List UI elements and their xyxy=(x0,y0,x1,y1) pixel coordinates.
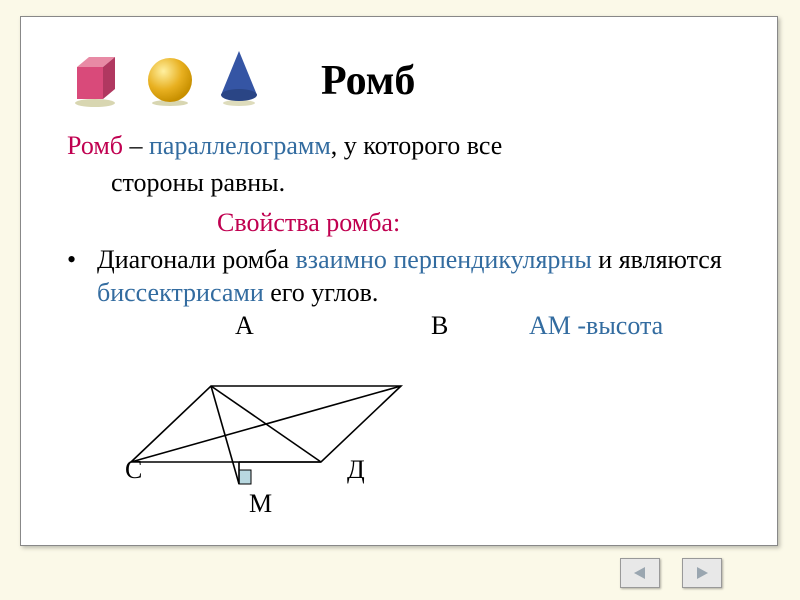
next-button[interactable] xyxy=(682,558,722,588)
label-m: М xyxy=(249,489,272,519)
label-a: А xyxy=(235,309,273,342)
label-height: АМ -высота xyxy=(529,309,663,342)
nav-buttons xyxy=(620,558,722,588)
triangle-right-icon xyxy=(693,565,711,581)
bullet-marker: • xyxy=(67,243,97,310)
link-perpendicular: взаимно перпендикулярны xyxy=(296,245,592,274)
definition-line1: Ромб – параллелограмм, у которого все xyxy=(67,129,767,162)
label-d: Д xyxy=(347,455,365,485)
prev-button[interactable] xyxy=(620,558,660,588)
slide-frame: Ромб Ромб – параллелограмм, у которого в… xyxy=(20,16,778,546)
sphere-icon xyxy=(143,53,197,107)
header-icons xyxy=(69,49,263,107)
label-c: С xyxy=(125,455,142,485)
definition-line2: стороны равны. xyxy=(67,166,767,199)
content-body: Ромб – параллелограмм, у которого все ст… xyxy=(67,129,767,343)
cone-icon xyxy=(215,49,263,107)
term-romb: Ромб xyxy=(67,131,123,160)
link-bisectors: биссектрисами xyxy=(97,278,264,307)
rhombus-diagram xyxy=(121,382,461,532)
bullet-text: Диагонали ромба взаимно перпендикулярны … xyxy=(97,243,767,310)
triangle-left-icon xyxy=(631,565,649,581)
properties-heading: Свойства ромба: xyxy=(67,206,767,239)
cube-icon xyxy=(69,51,125,107)
link-parallelogram: параллелограмм xyxy=(149,131,331,160)
page-title: Ромб xyxy=(321,57,415,105)
bullet-item: • Диагонали ромба взаимно перпендикулярн… xyxy=(67,243,767,310)
label-b: В xyxy=(431,309,469,342)
diagram-top-labels: А В АМ -высота xyxy=(67,309,767,342)
